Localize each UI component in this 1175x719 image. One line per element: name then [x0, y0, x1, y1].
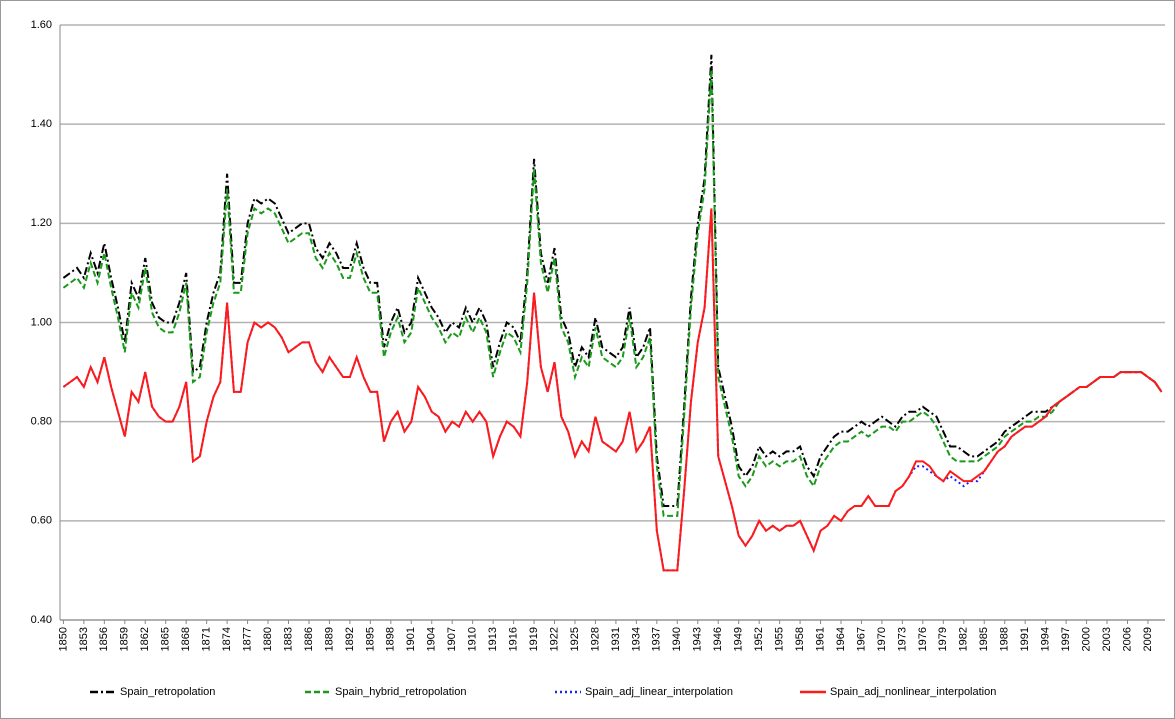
x-tick-label: 1994: [1040, 627, 1052, 651]
x-tick-label: 1943: [692, 627, 704, 651]
y-tick-label: 0.80: [31, 416, 52, 428]
x-tick-label: 1886: [303, 627, 315, 651]
x-tick-label: 1874: [221, 627, 233, 651]
legend-label: Spain_retropolation: [120, 686, 215, 698]
x-tick-label: 1982: [958, 627, 970, 651]
x-tick-label: 1919: [528, 627, 540, 651]
y-tick-label: 1.60: [31, 19, 52, 31]
x-tick-label: 1937: [651, 627, 663, 651]
x-tick-label: 1889: [323, 627, 335, 651]
x-tick-label: 1895: [364, 627, 376, 651]
x-tick-label: 1907: [446, 627, 458, 651]
x-tick-label: 1961: [814, 627, 826, 651]
x-tick-label: 1904: [426, 627, 438, 651]
x-tick-label: 2000: [1080, 627, 1092, 651]
series-line: [62, 208, 1163, 572]
x-tick-label: 1853: [78, 627, 90, 651]
x-tick-label: 1991: [1019, 627, 1031, 651]
y-tick-label: 1.40: [31, 118, 52, 130]
x-tick-label: 1868: [180, 627, 192, 651]
x-tick-label: 1883: [282, 627, 294, 651]
x-tick-label: 1880: [262, 627, 274, 651]
y-tick-label: 0.40: [31, 614, 52, 626]
x-tick-label: 1931: [610, 627, 622, 651]
x-tick-label: 1865: [160, 627, 172, 651]
legend-label: Spain_adj_nonlinear_interpolation: [830, 686, 996, 698]
series-line: [62, 69, 1163, 517]
x-tick-label: 1976: [917, 627, 929, 651]
y-tick-label: 1.20: [31, 217, 52, 229]
y-tick-label: 1.00: [31, 316, 52, 328]
x-tick-label: 1988: [999, 627, 1011, 651]
x-tick-label: 1946: [712, 627, 724, 651]
x-tick-label: 1928: [589, 627, 601, 651]
x-tick-label: 1940: [671, 627, 683, 651]
x-tick-label: 2009: [1142, 627, 1154, 651]
x-tick-label: 1997: [1060, 627, 1072, 651]
x-tick-label: 1862: [139, 627, 151, 651]
x-tick-label: 1955: [774, 627, 786, 651]
x-tick-label: 1850: [57, 627, 69, 651]
x-tick-label: 1967: [855, 627, 867, 651]
x-tick-label: 1877: [241, 627, 253, 651]
x-tick-label: 2003: [1101, 627, 1113, 651]
y-tick-label: 0.60: [31, 515, 52, 527]
x-tick-label: 1979: [937, 627, 949, 651]
legend-label: Spain_hybrid_retropolation: [335, 686, 466, 698]
x-tick-label: 1985: [978, 627, 990, 651]
x-tick-label: 1964: [835, 627, 847, 651]
x-tick-label: 1949: [733, 627, 745, 651]
x-tick-label: 1910: [467, 627, 479, 651]
legend-label: Spain_adj_linear_interpolation: [585, 686, 733, 698]
series-line: [62, 54, 1163, 507]
x-tick-label: 1970: [876, 627, 888, 651]
x-tick-label: 1958: [794, 627, 806, 651]
x-tick-label: 1871: [201, 627, 213, 651]
x-tick-label: 1892: [344, 627, 356, 651]
x-tick-label: 2006: [1121, 627, 1133, 651]
x-tick-label: 1934: [630, 627, 642, 651]
x-tick-label: 1952: [753, 627, 765, 651]
x-tick-label: 1922: [548, 627, 560, 651]
x-tick-label: 1973: [896, 627, 908, 651]
x-tick-label: 1859: [119, 627, 131, 651]
x-tick-label: 1925: [569, 627, 581, 651]
x-tick-label: 1898: [385, 627, 397, 651]
x-tick-label: 1913: [487, 627, 499, 651]
x-tick-label: 1916: [508, 627, 520, 651]
x-tick-label: 1901: [405, 627, 417, 651]
x-tick-label: 1856: [98, 627, 110, 651]
